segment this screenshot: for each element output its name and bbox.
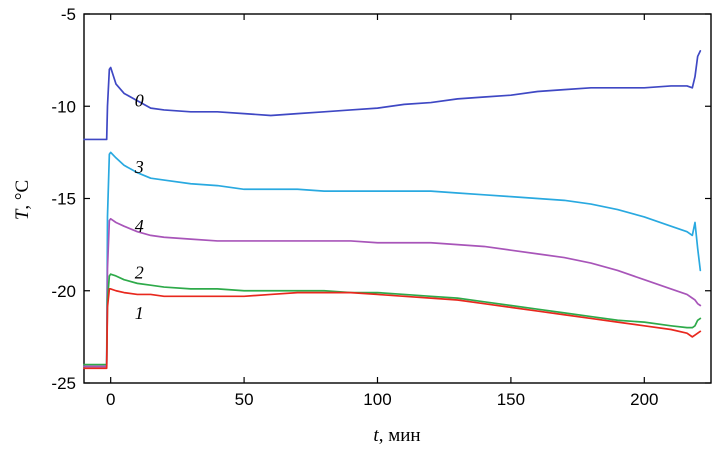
x-tick-label: 0 xyxy=(106,390,115,409)
y-tick-label: -5 xyxy=(61,5,76,24)
series-line-0 xyxy=(83,50,702,141)
y-tick-label: -25 xyxy=(51,374,76,393)
y-tick-label: -20 xyxy=(51,282,76,301)
series-label-0: 0 xyxy=(135,91,144,111)
series-line-2 xyxy=(83,273,702,366)
y-axis-variable: T xyxy=(12,208,33,220)
series-label-4: 4 xyxy=(135,216,144,236)
series-line-3 xyxy=(83,151,702,368)
series-label-3: 3 xyxy=(134,157,144,177)
series-line-1 xyxy=(83,288,702,370)
y-tick-label: -10 xyxy=(51,97,76,116)
x-tick-label: 100 xyxy=(363,390,391,409)
x-axis-unit: , мин xyxy=(379,425,421,446)
plot-frame xyxy=(83,13,712,384)
y-axis-separator: , xyxy=(12,200,33,210)
series-label-2: 2 xyxy=(135,262,144,282)
curve-labels: 0 3 4 2 1 xyxy=(134,91,144,323)
y-tick-label: -15 xyxy=(51,190,76,209)
x-tick-label: 150 xyxy=(497,390,525,409)
y-axis-label: T, °C xyxy=(12,180,33,220)
series-label-1: 1 xyxy=(135,303,144,323)
series-layer xyxy=(83,50,702,370)
y-axis-unit: °C xyxy=(12,180,33,200)
x-axis-label: t, мин xyxy=(373,425,420,446)
x-tick-label: 200 xyxy=(630,390,658,409)
x-axis-variable: t xyxy=(373,425,379,446)
x-tick-label: 50 xyxy=(235,390,254,409)
ticks-layer: 0 50 100 150 200 -25 -20 -15 -10 -5 xyxy=(51,5,711,409)
series-line-4 xyxy=(83,217,702,368)
